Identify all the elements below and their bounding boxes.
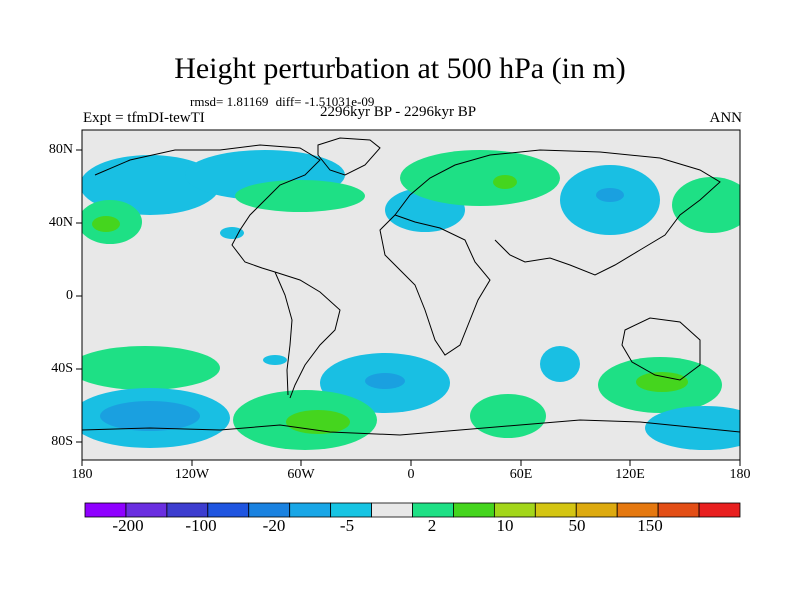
anomaly-north-atlantic-high (235, 180, 365, 212)
greenland-coast (317, 137, 381, 176)
season-label: ANN (709, 110, 743, 126)
anomaly-west-pacific-core (92, 216, 120, 232)
diff-value: diff= -1.51031e-09 (275, 94, 375, 109)
map-field (82, 130, 740, 460)
colorbar-box-16 (698, 502, 741, 518)
anomaly-south-indian-high (470, 394, 546, 438)
south-america-west-coast (274, 271, 293, 396)
colorbar-label-8: 150 (637, 516, 663, 535)
lon-label-180e: 180 (729, 467, 751, 482)
north-america-coast (94, 144, 321, 273)
anomaly-ross-sea-low (645, 406, 740, 450)
colorbar-box-9 (412, 502, 454, 518)
rmsd-value: rmsd= 1.81169 (190, 94, 269, 109)
lon-label-120e: 120E (615, 467, 645, 482)
lon-label-60e: 60E (509, 467, 533, 482)
anomaly-siberia-high (400, 150, 560, 206)
colorbar-box-2 (125, 502, 168, 518)
colorbar-box-13 (575, 502, 618, 518)
anomaly-siberia-core (493, 175, 517, 189)
colorbar-box-4 (207, 502, 250, 518)
colorbar-label-6: 10 (496, 516, 514, 535)
eurasia-coast (394, 149, 721, 276)
colorbar-label-1: -200 (112, 516, 144, 535)
colorbar-box-8 (371, 502, 413, 518)
colorbar-label-5: 2 (427, 516, 437, 535)
colorbar-box-3 (166, 502, 209, 518)
colorbar-box-5 (248, 502, 291, 518)
anomaly-south-pacific-high (82, 346, 220, 390)
south-america-coast (274, 271, 341, 399)
anomaly-north-pacific-high (672, 177, 740, 233)
anomaly-east-asia-core (596, 188, 624, 202)
antarctica-coast (82, 419, 740, 436)
colorbar-box-11 (493, 502, 536, 518)
colorbar-label-4: -5 (339, 516, 355, 535)
anomaly-indian-ocean-low (540, 346, 580, 382)
colorbar-label-3: -20 (262, 516, 286, 535)
colorbar-label-7: 50 (568, 516, 586, 535)
lon-label-60w: 60W (287, 467, 315, 482)
stats-line: rmsd= 1.81169 diff= -1.51031e-09 (190, 94, 378, 110)
lon-label-180w: 180 (71, 467, 93, 482)
colorbar-box-15 (657, 502, 700, 518)
map-title: Height perturbation at 500 hPa (in m) (174, 52, 626, 85)
colorbar-box-1 (84, 502, 127, 518)
anomaly-small-low (220, 227, 244, 239)
anomaly-south-atlantic-core (365, 373, 405, 389)
lon-label-0: 0 (407, 467, 415, 482)
colorbar-box-7 (330, 502, 372, 518)
anomaly-australia-core (636, 372, 688, 392)
colorbar-label-2: -100 (185, 516, 217, 535)
colorbar-box-10 (453, 502, 495, 518)
lat-label-40s: 40S (51, 361, 73, 376)
lon-label-120w: 120W (174, 467, 210, 482)
anomaly-small-low-south (263, 355, 287, 365)
lat-label-0: 0 (66, 288, 73, 303)
coastlines (82, 137, 740, 436)
anomaly-south-pacific-core (100, 401, 200, 431)
colorbar-box-12 (534, 502, 577, 518)
axis-ticks (76, 149, 741, 466)
lat-label-40n: 40N (48, 215, 73, 230)
lat-label-80n: 80N (48, 142, 73, 157)
colorbar-box-6 (289, 502, 332, 518)
australia-coast (621, 317, 701, 381)
africa-coast (379, 214, 491, 356)
lat-label-80s: 80S (51, 434, 73, 449)
anomaly-north-pacific-low (82, 155, 220, 215)
period-label: 2296kyr BP - 2296kyr BP (320, 104, 477, 120)
colorbar (84, 502, 741, 518)
experiment-label: Expt = tfmDI-tewTI (83, 110, 205, 126)
colorbar-box-14 (616, 502, 659, 518)
